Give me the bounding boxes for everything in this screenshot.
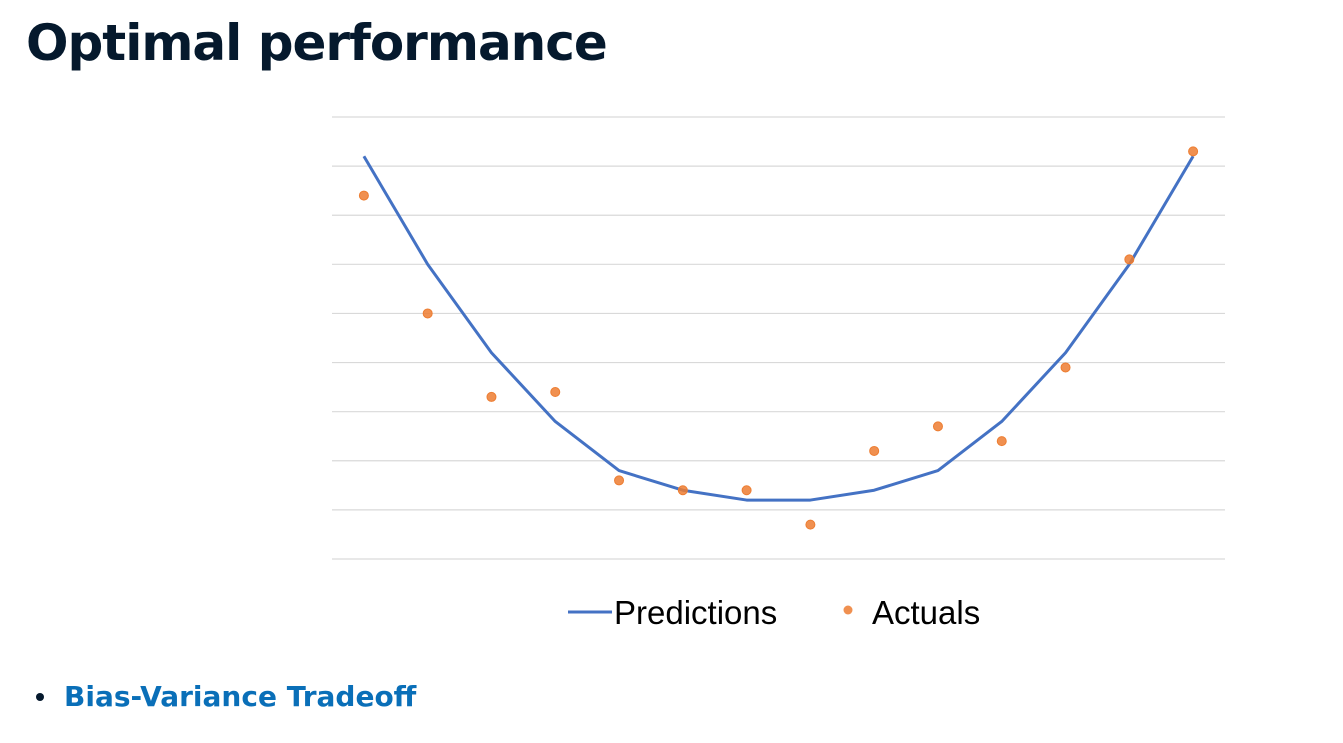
series-layer — [358, 146, 1199, 530]
actuals-point — [614, 475, 625, 486]
actuals-point — [1188, 146, 1199, 157]
actuals-point — [486, 391, 497, 402]
actuals-point — [1060, 362, 1071, 373]
legend-actuals-label: Actuals — [872, 594, 980, 631]
actuals-point — [358, 190, 369, 201]
page-title: Optimal performance — [26, 14, 608, 72]
bullet-dot — [36, 692, 44, 701]
legend-predictions-label: Predictions — [614, 594, 777, 631]
bias-variance-tradeoff-link[interactable]: Bias-Variance Tradeoff — [64, 680, 417, 713]
legend-actuals-swatch — [843, 605, 853, 615]
actuals-point — [1124, 254, 1135, 265]
actuals-point — [869, 445, 880, 456]
actuals-point — [932, 421, 943, 432]
legend: Predictions Actuals — [568, 594, 980, 631]
bullet-list: Bias-Variance Tradeoff — [36, 680, 416, 713]
predictions-line — [362, 155, 1195, 502]
actuals-point — [741, 485, 752, 496]
actuals-point — [422, 308, 433, 319]
gridlines — [332, 116, 1225, 560]
bullet-item: Bias-Variance Tradeoff — [36, 680, 416, 713]
actuals-point — [677, 485, 688, 496]
actuals-point — [996, 436, 1007, 447]
actuals-point — [550, 387, 561, 398]
actuals-point — [805, 519, 816, 530]
